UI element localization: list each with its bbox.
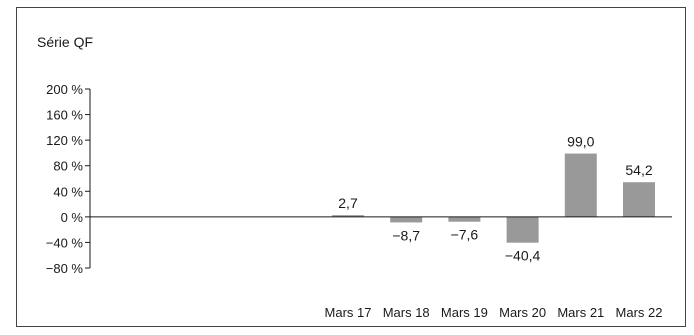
y-tick-label: 200 % (46, 82, 83, 97)
y-tick-label: −80 % (46, 261, 84, 276)
bar-value-label: −40,4 (505, 248, 541, 264)
x-tick-label: Mars 18 (383, 305, 430, 320)
bars (332, 153, 655, 243)
bar (390, 216, 423, 223)
bar-value-label: −7,6 (451, 227, 479, 243)
bar (506, 216, 539, 243)
value-labels: 2,7 −8,7 −7,6 −40,4 99,0 54,2 (338, 134, 653, 264)
x-tick-label: Mars 22 (616, 305, 663, 320)
x-tick-label: Mars 21 (557, 305, 604, 320)
x-tick-label: Mars 17 (325, 305, 372, 320)
bar-value-label: 54,2 (625, 162, 652, 178)
y-tick-label: 120 % (46, 133, 83, 148)
bar (623, 182, 655, 217)
y-tick-label: 80 % (53, 159, 83, 174)
bar-value-label: 99,0 (567, 134, 594, 150)
x-tick-label: Mars 19 (441, 305, 488, 320)
bar (564, 153, 597, 217)
chart-title: Série QF (37, 34, 93, 50)
y-tick-label: 160 % (46, 108, 83, 123)
bar-value-label: 2,7 (338, 195, 358, 211)
x-axis-labels: Mars 17 Mars 18 Mars 19 Mars 20 Mars 21 Mars … (325, 305, 663, 320)
x-tick-label: Mars 20 (499, 305, 546, 320)
y-axis: 200 % 160 % 120 % 80 % 40 % 0 % −40 % −80 % (46, 82, 91, 276)
bar (332, 215, 364, 217)
y-tick-label: −40 % (46, 235, 84, 250)
y-tick-label: 0 % (61, 210, 84, 225)
bar (448, 216, 481, 222)
y-tick-label: 40 % (53, 184, 83, 199)
bar-value-label: −8,7 (392, 227, 420, 243)
